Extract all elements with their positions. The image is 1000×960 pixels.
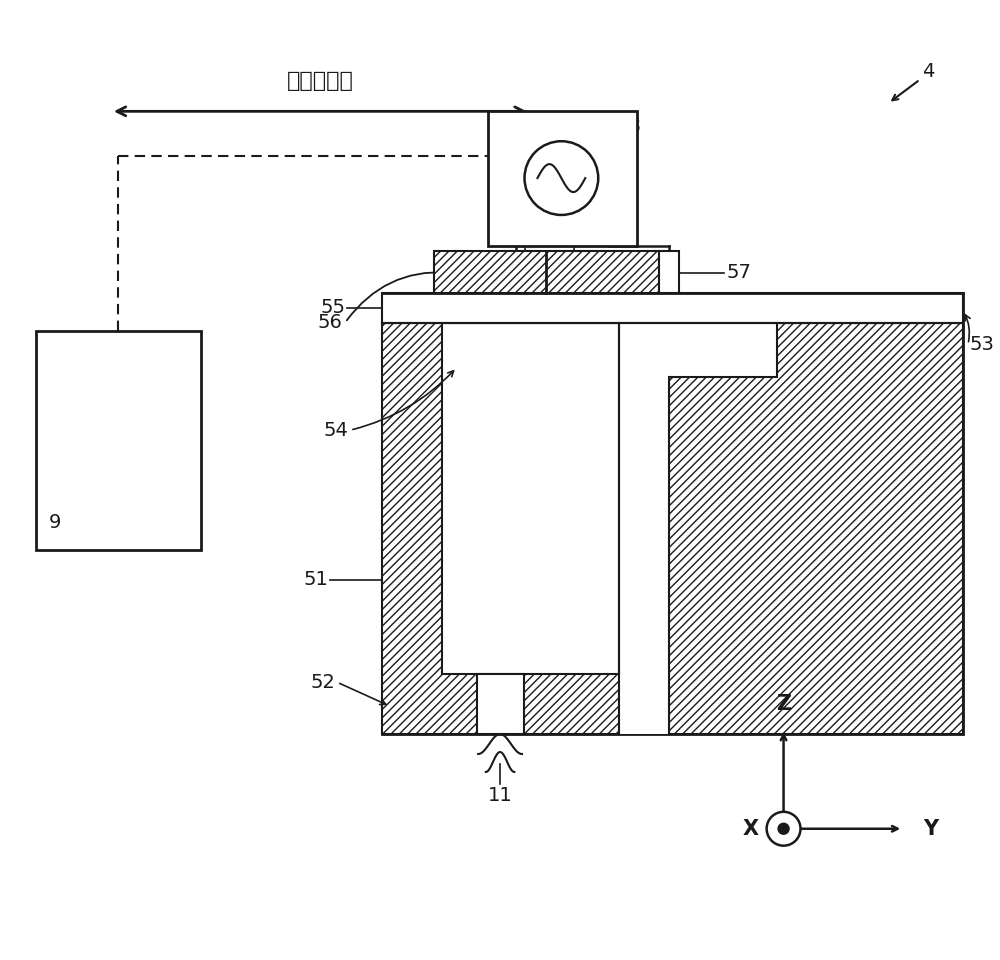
Bar bbox=[659, 251, 679, 293]
Polygon shape bbox=[669, 323, 963, 734]
Text: 53: 53 bbox=[970, 335, 995, 354]
Text: 56b: 56b bbox=[573, 204, 610, 223]
Text: 11: 11 bbox=[488, 786, 512, 804]
Text: 58: 58 bbox=[616, 117, 641, 135]
Text: 52: 52 bbox=[310, 673, 335, 692]
Text: Z: Z bbox=[776, 694, 791, 714]
Bar bbox=[477, 674, 524, 734]
Bar bbox=[434, 251, 659, 293]
Text: Y: Y bbox=[923, 819, 938, 839]
Text: 主扫描方向: 主扫描方向 bbox=[287, 71, 354, 91]
Text: 56: 56 bbox=[317, 313, 342, 332]
Text: 4: 4 bbox=[922, 62, 934, 81]
Text: 56a: 56a bbox=[490, 204, 527, 223]
Bar bbox=[488, 111, 637, 246]
Bar bbox=[442, 323, 619, 674]
Text: X: X bbox=[743, 819, 759, 839]
Text: 55: 55 bbox=[320, 299, 345, 317]
Text: 9: 9 bbox=[49, 513, 62, 532]
Text: 57: 57 bbox=[727, 263, 752, 282]
Bar bbox=[36, 330, 201, 550]
Circle shape bbox=[778, 824, 789, 834]
Text: 51: 51 bbox=[303, 570, 328, 589]
Bar bbox=[382, 293, 963, 323]
Circle shape bbox=[525, 141, 598, 215]
Bar bbox=[382, 323, 619, 734]
Bar bbox=[382, 293, 963, 734]
Text: 54: 54 bbox=[323, 420, 348, 440]
Circle shape bbox=[767, 812, 801, 846]
Bar bbox=[619, 323, 669, 734]
